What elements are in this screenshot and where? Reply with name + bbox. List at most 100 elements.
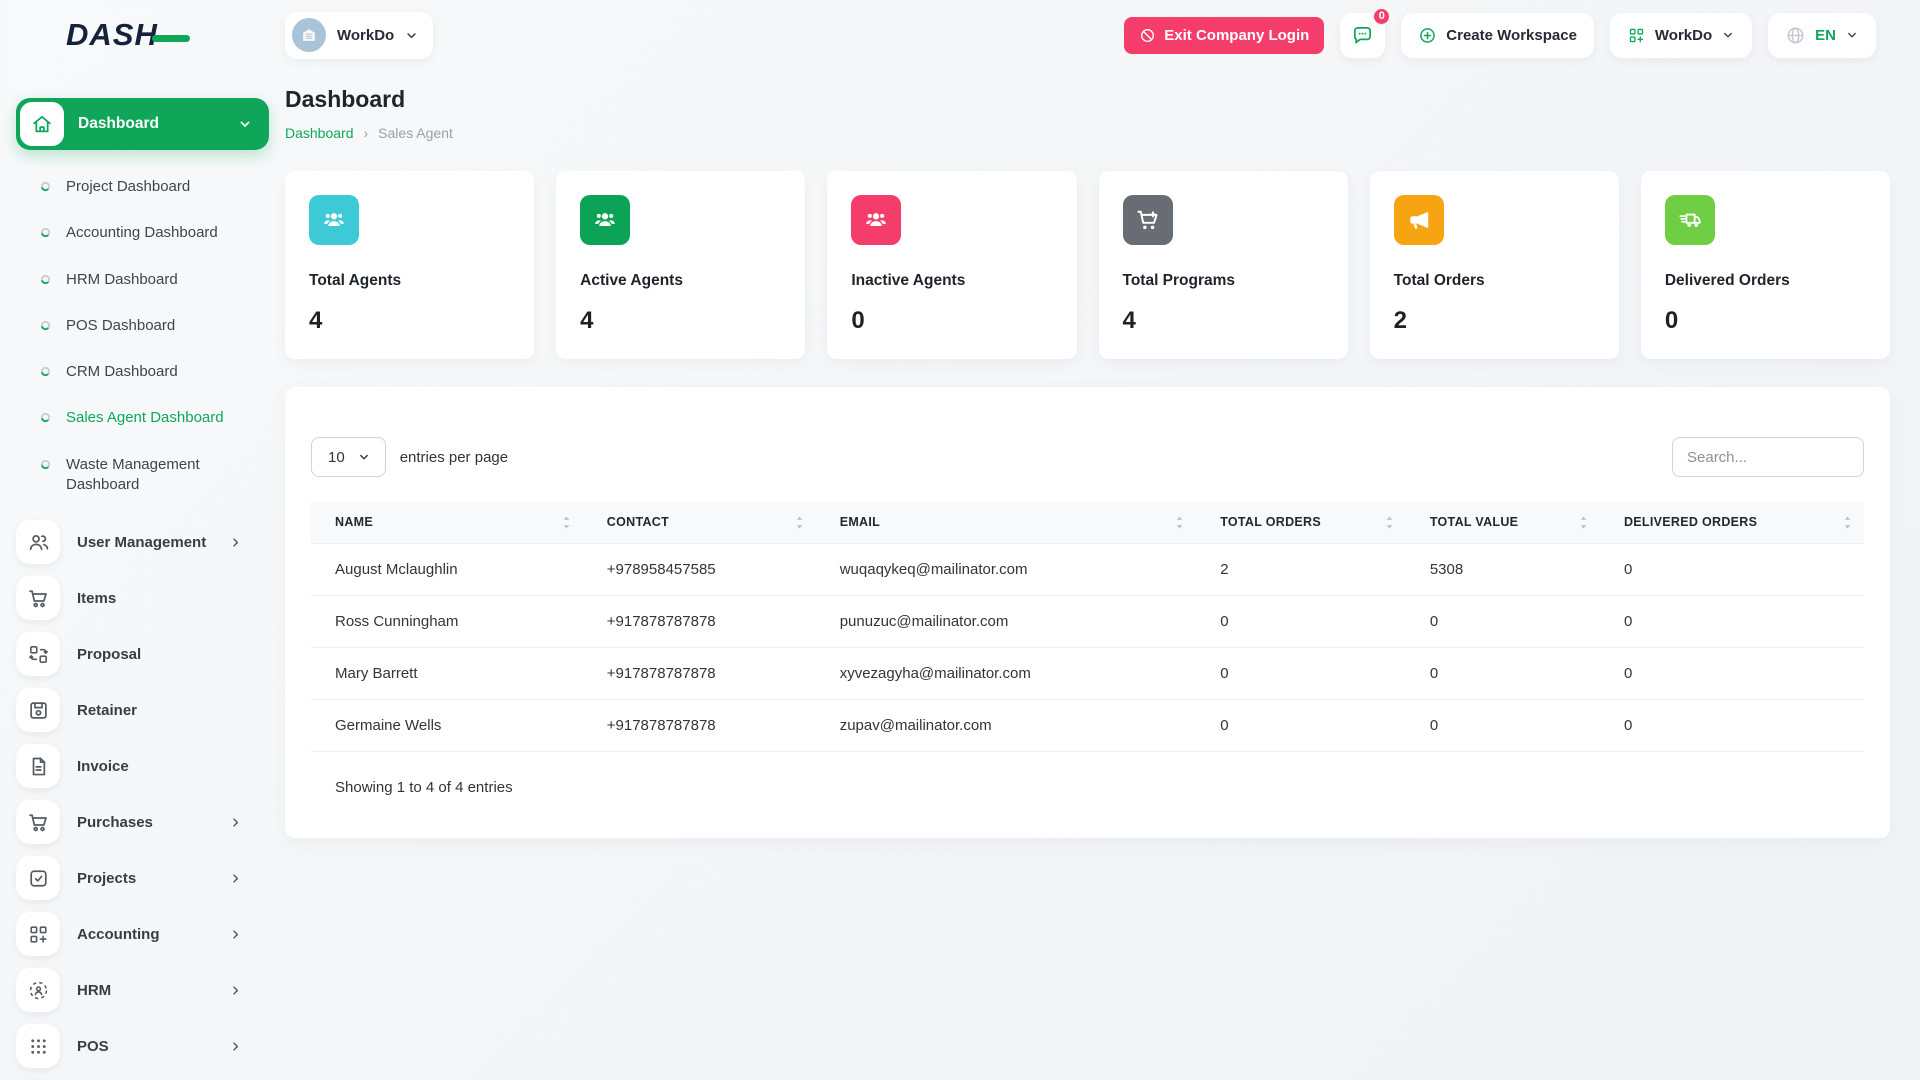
sidebar-item-project-dashboard[interactable]: Project Dashboard xyxy=(16,164,269,210)
dashboard-submenu: Project Dashboard Accounting Dashboard H… xyxy=(16,164,269,508)
sidebar-item-purchases[interactable]: Purchases xyxy=(16,794,269,850)
logo-dash-accent xyxy=(151,34,190,42)
sort-icon xyxy=(1385,515,1394,530)
table-header-row: NAME CONTACT EMAIL TOTAL ORDERS TOTAL VA… xyxy=(311,502,1864,543)
language-dropdown[interactable]: EN xyxy=(1768,12,1876,58)
plus-circle-icon xyxy=(1418,26,1437,45)
sidebar-item-accounting-dashboard[interactable]: Accounting Dashboard xyxy=(16,210,269,256)
chevron-down-icon xyxy=(404,28,419,43)
sidebar-item-pos-dashboard[interactable]: POS Dashboard xyxy=(16,303,269,349)
column-header-email[interactable]: EMAIL xyxy=(815,502,1197,543)
cell-total-orders: 2 xyxy=(1196,542,1406,595)
cell-name: August Mclaughlin xyxy=(311,542,583,595)
workspace-avatar xyxy=(292,18,326,52)
cell-email: wuqaqykeq@mailinator.com xyxy=(815,542,1197,595)
sidebar-item-hrm[interactable]: HRM xyxy=(16,962,269,1018)
bullet-icon xyxy=(40,366,51,377)
create-workspace-button[interactable]: Create Workspace xyxy=(1401,12,1594,58)
document-icon xyxy=(16,744,60,788)
workspace-dropdown[interactable]: WorkDo xyxy=(1609,12,1753,58)
sidebar-item-sales-agent-dashboard[interactable]: Sales Agent Dashboard xyxy=(16,395,269,441)
chevron-right-icon xyxy=(228,983,243,998)
sort-icon xyxy=(1579,515,1588,530)
column-header-total-orders[interactable]: TOTAL ORDERS xyxy=(1196,502,1406,543)
cell-total-value: 0 xyxy=(1405,698,1600,752)
cell-email: xyvezagyha@mailinator.com xyxy=(815,646,1197,699)
megaphone-icon xyxy=(1393,195,1444,245)
column-header-total-value[interactable]: TOTAL VALUE xyxy=(1405,502,1600,543)
bullet-icon xyxy=(40,227,51,238)
breadcrumb-separator: › xyxy=(363,125,369,141)
bullet-icon xyxy=(40,320,51,331)
floppy-icon xyxy=(16,688,60,732)
stat-card-active-agents: Active Agents 4 xyxy=(556,171,806,359)
sidebar-item-dashboard[interactable]: Dashboard xyxy=(16,98,269,150)
table-row[interactable]: August Mclaughlin +978958457585 wuqaqyke… xyxy=(311,542,1864,595)
users-icon xyxy=(309,195,359,245)
sidebar-item-user-management[interactable]: User Management xyxy=(16,514,269,570)
table-row[interactable]: Mary Barrett +917878787878 xyvezagyha@ma… xyxy=(311,646,1864,699)
sidebar-item-proposal[interactable]: Proposal xyxy=(16,626,269,682)
sidebar-item-projects[interactable]: Projects xyxy=(16,850,269,906)
sidebar-item-invoice[interactable]: Invoice xyxy=(16,738,269,794)
check-square-icon xyxy=(16,856,60,900)
chevron-right-icon xyxy=(228,871,243,886)
column-header-contact[interactable]: CONTACT xyxy=(582,502,816,543)
dots-grid-icon xyxy=(16,1024,60,1068)
cell-email: punuzuc@mailinator.com xyxy=(815,594,1197,647)
page-title: Dashboard xyxy=(285,86,406,112)
cell-contact: +917878787878 xyxy=(582,594,816,647)
sidebar: Dashboard Project Dashboard Accounting D… xyxy=(0,70,285,1080)
stat-value: 4 xyxy=(1122,307,1136,334)
cell-contact: +917878787878 xyxy=(582,698,816,752)
main-content: Dashboard Dashboard › Sales Agent Total … xyxy=(285,70,1920,1080)
ban-icon xyxy=(1139,27,1156,44)
sidebar-item-crm-dashboard[interactable]: CRM Dashboard xyxy=(16,349,269,395)
sidebar-item-waste-management-dashboard[interactable]: Waste Management Dashboard xyxy=(16,442,269,509)
sales-agents-table: NAME CONTACT EMAIL TOTAL ORDERS TOTAL VA… xyxy=(311,502,1864,752)
stat-value: 4 xyxy=(309,307,323,334)
sort-icon xyxy=(562,515,571,530)
sidebar-item-hrm-dashboard[interactable]: HRM Dashboard xyxy=(16,257,269,303)
chat-icon xyxy=(1351,24,1374,47)
cell-delivered-orders: 0 xyxy=(1599,594,1864,647)
chevron-down-icon xyxy=(357,450,371,464)
table-row[interactable]: Germaine Wells +917878787878 zupav@maili… xyxy=(311,698,1864,752)
cell-delivered-orders: 0 xyxy=(1599,646,1864,699)
cell-delivered-orders: 0 xyxy=(1599,698,1864,752)
swap-boxes-icon xyxy=(16,632,60,676)
cell-name: Ross Cunningham xyxy=(311,594,583,647)
column-header-name[interactable]: NAME xyxy=(311,502,583,543)
truck-icon xyxy=(1664,195,1715,245)
bullet-icon xyxy=(40,459,51,470)
stat-card-total-programs: Total Programs 4 xyxy=(1098,171,1348,359)
table-controls: 10 entries per page xyxy=(311,437,1864,477)
workspace-switcher[interactable]: WorkDo xyxy=(285,11,434,59)
cell-total-value: 5308 xyxy=(1405,542,1600,595)
breadcrumb-dashboard-link[interactable]: Dashboard xyxy=(285,125,354,141)
messages-button[interactable]: 0 xyxy=(1340,6,1392,58)
sidebar-item-accounting[interactable]: Accounting xyxy=(16,906,269,962)
table-row[interactable]: Ross Cunningham +917878787878 punuzuc@ma… xyxy=(311,594,1864,647)
stat-value: 0 xyxy=(851,307,865,334)
entries-per-page-label: entries per page xyxy=(399,448,509,466)
sidebar-item-retainer[interactable]: Retainer xyxy=(16,682,269,738)
column-header-delivered-orders[interactable]: DELIVERED ORDERS xyxy=(1599,502,1864,543)
cell-name: Germaine Wells xyxy=(311,698,583,752)
sidebar-item-pos[interactable]: POS xyxy=(16,1018,269,1074)
sidebar-menu: User Management Items Proposal Retainer … xyxy=(16,514,269,1080)
users-icon xyxy=(580,195,631,245)
search-input[interactable] xyxy=(1672,437,1864,477)
cell-total-value: 0 xyxy=(1405,594,1600,647)
entries-per-page-select[interactable]: 10 xyxy=(311,437,386,477)
table-summary: Showing 1 to 4 of 4 entries xyxy=(335,778,513,796)
stat-cards: Total Agents 4 Active Agents 4 Inactive … xyxy=(285,171,1890,359)
globe-icon xyxy=(1785,25,1806,46)
exit-company-login-button[interactable]: Exit Company Login xyxy=(1124,16,1325,54)
sidebar-item-items[interactable]: Items xyxy=(16,570,269,626)
breadcrumb: Dashboard › Sales Agent xyxy=(285,125,1890,141)
sidebar-item-next-partial[interactable] xyxy=(16,1074,269,1080)
cell-total-orders: 0 xyxy=(1196,594,1406,647)
bullet-icon xyxy=(40,412,51,423)
cart-plus-icon xyxy=(1122,195,1173,245)
